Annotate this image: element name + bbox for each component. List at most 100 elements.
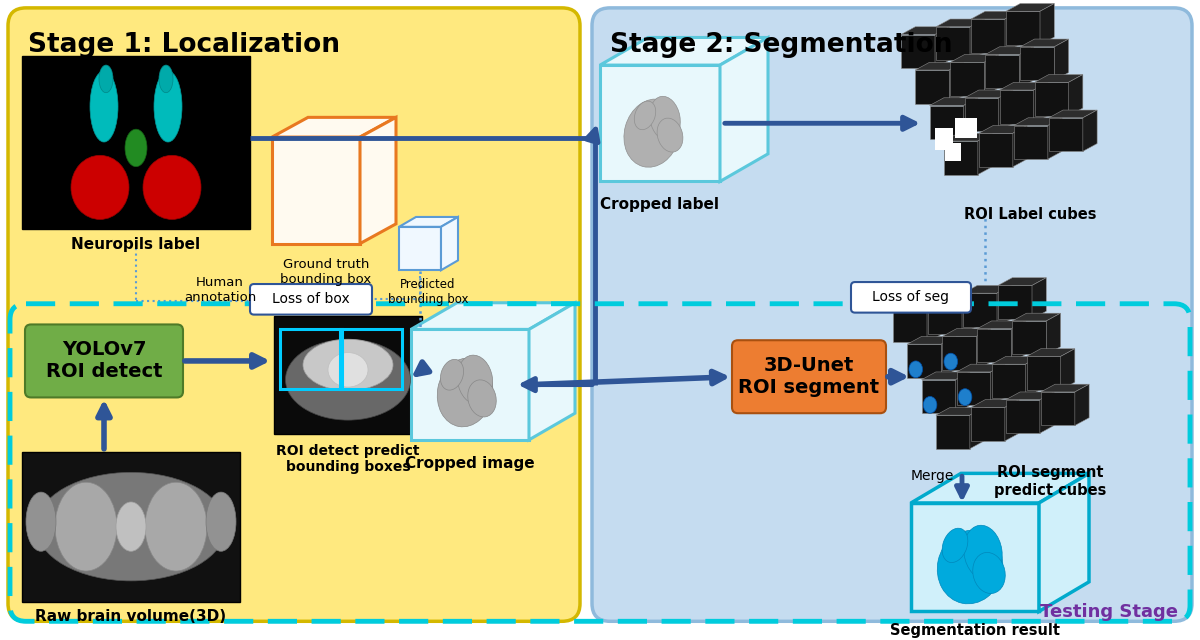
Text: Predicted
bounding box: Predicted bounding box bbox=[388, 278, 468, 306]
Ellipse shape bbox=[116, 502, 146, 551]
Polygon shape bbox=[970, 19, 984, 60]
Text: Ground truth
bounding box: Ground truth bounding box bbox=[281, 259, 372, 286]
Polygon shape bbox=[998, 90, 1013, 131]
Polygon shape bbox=[1061, 349, 1075, 390]
Ellipse shape bbox=[286, 339, 410, 420]
Polygon shape bbox=[922, 380, 955, 413]
Polygon shape bbox=[977, 329, 1012, 362]
Text: Stage 1: Localization: Stage 1: Localization bbox=[28, 31, 340, 58]
Ellipse shape bbox=[923, 396, 937, 413]
Polygon shape bbox=[971, 400, 1019, 408]
Ellipse shape bbox=[468, 380, 497, 417]
Polygon shape bbox=[1040, 384, 1090, 392]
Polygon shape bbox=[964, 285, 1012, 293]
Polygon shape bbox=[956, 372, 990, 406]
Polygon shape bbox=[922, 372, 970, 380]
Polygon shape bbox=[1046, 313, 1061, 355]
Polygon shape bbox=[893, 308, 928, 342]
Polygon shape bbox=[398, 227, 442, 270]
Polygon shape bbox=[1075, 384, 1090, 426]
Polygon shape bbox=[977, 321, 1026, 329]
Polygon shape bbox=[936, 19, 984, 27]
Polygon shape bbox=[901, 35, 935, 68]
Ellipse shape bbox=[26, 492, 56, 551]
FancyBboxPatch shape bbox=[851, 282, 971, 312]
Polygon shape bbox=[911, 474, 1090, 503]
Polygon shape bbox=[907, 344, 941, 378]
Text: ROI segment
predict cubes: ROI segment predict cubes bbox=[994, 465, 1106, 498]
Ellipse shape bbox=[36, 472, 226, 581]
Polygon shape bbox=[964, 98, 978, 139]
Polygon shape bbox=[907, 337, 955, 344]
Ellipse shape bbox=[908, 361, 923, 378]
Ellipse shape bbox=[959, 388, 972, 406]
Polygon shape bbox=[1049, 118, 1082, 151]
Polygon shape bbox=[962, 293, 977, 335]
Polygon shape bbox=[936, 27, 970, 60]
Bar bbox=[955, 118, 977, 138]
Polygon shape bbox=[944, 133, 992, 141]
Polygon shape bbox=[991, 364, 1026, 397]
Polygon shape bbox=[1039, 474, 1090, 611]
Polygon shape bbox=[1026, 356, 1040, 397]
Polygon shape bbox=[1006, 400, 1040, 433]
Ellipse shape bbox=[437, 358, 493, 427]
Polygon shape bbox=[1026, 356, 1061, 390]
Polygon shape bbox=[1034, 83, 1068, 116]
Polygon shape bbox=[600, 65, 720, 182]
FancyBboxPatch shape bbox=[592, 8, 1192, 621]
Polygon shape bbox=[928, 301, 962, 335]
Polygon shape bbox=[956, 364, 1004, 372]
Polygon shape bbox=[965, 90, 1013, 98]
Polygon shape bbox=[1014, 118, 1062, 125]
Text: Segmentation result: Segmentation result bbox=[890, 623, 1060, 638]
Bar bbox=[274, 316, 422, 434]
Polygon shape bbox=[998, 278, 1046, 285]
Polygon shape bbox=[911, 503, 1039, 611]
Ellipse shape bbox=[98, 65, 113, 93]
Polygon shape bbox=[971, 19, 1006, 52]
Polygon shape bbox=[272, 137, 360, 244]
Polygon shape bbox=[936, 415, 970, 449]
Ellipse shape bbox=[154, 71, 182, 142]
Polygon shape bbox=[901, 27, 949, 35]
Polygon shape bbox=[1026, 349, 1075, 356]
Polygon shape bbox=[1006, 392, 1054, 400]
Polygon shape bbox=[936, 408, 984, 415]
Polygon shape bbox=[930, 106, 964, 139]
Polygon shape bbox=[944, 141, 978, 175]
Polygon shape bbox=[978, 133, 992, 175]
Polygon shape bbox=[971, 408, 1004, 441]
Bar bbox=[22, 56, 250, 228]
Polygon shape bbox=[977, 329, 990, 370]
Polygon shape bbox=[1034, 74, 1082, 83]
Ellipse shape bbox=[624, 99, 680, 167]
Ellipse shape bbox=[964, 525, 1002, 579]
Polygon shape bbox=[1033, 83, 1048, 124]
Polygon shape bbox=[916, 62, 964, 70]
Polygon shape bbox=[949, 62, 964, 104]
Polygon shape bbox=[930, 98, 978, 106]
Polygon shape bbox=[1013, 313, 1061, 321]
Polygon shape bbox=[950, 62, 984, 96]
FancyBboxPatch shape bbox=[250, 284, 372, 315]
Polygon shape bbox=[985, 47, 1033, 54]
Ellipse shape bbox=[942, 528, 968, 563]
Polygon shape bbox=[985, 54, 1019, 88]
Polygon shape bbox=[1055, 39, 1068, 80]
Ellipse shape bbox=[937, 531, 1003, 604]
Polygon shape bbox=[965, 98, 998, 131]
Text: Stage 2: Segmentation: Stage 2: Segmentation bbox=[610, 31, 953, 58]
Ellipse shape bbox=[973, 552, 1006, 593]
Polygon shape bbox=[1068, 74, 1082, 116]
Ellipse shape bbox=[328, 353, 368, 387]
Polygon shape bbox=[916, 70, 949, 104]
Polygon shape bbox=[964, 293, 997, 326]
Text: ROI detect predict
bounding boxes: ROI detect predict bounding boxes bbox=[276, 444, 420, 474]
Polygon shape bbox=[1032, 278, 1046, 319]
Polygon shape bbox=[1048, 118, 1062, 159]
Polygon shape bbox=[600, 38, 768, 65]
Polygon shape bbox=[1012, 321, 1026, 362]
Text: ROI Label cubes: ROI Label cubes bbox=[964, 207, 1097, 222]
Polygon shape bbox=[1040, 4, 1055, 45]
